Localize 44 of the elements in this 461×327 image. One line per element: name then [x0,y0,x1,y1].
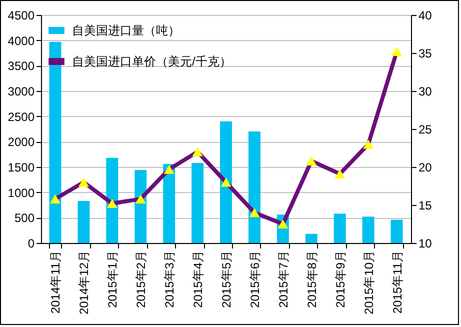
y-tick-label: 1000 [8,186,35,200]
bar [163,164,176,243]
bar [334,214,346,243]
x-tick-label: 2014年11月 [48,250,63,314]
x-tick-label: 2015年1月 [106,250,120,308]
x-tick-label: 2015年6月 [248,250,262,308]
bar [248,132,260,243]
bar [220,121,232,243]
y-tick-label: 2500 [8,110,35,124]
x-tick-label: 2015年11月 [390,250,404,314]
bar [192,162,204,243]
bar [78,200,90,243]
y-tick-label: 1500 [8,160,35,174]
bar [134,170,147,243]
y2-tick-label: 20 [418,160,432,174]
x-tick-label: 2015年5月 [220,250,234,308]
bar [362,216,374,243]
bar [305,234,318,243]
y2-tick-label: 35 [418,46,432,60]
x-tick-label: 2015年9月 [333,250,348,308]
x-tick-label: 2015年4月 [191,250,206,308]
legend-label: 自美国进口单价（美元/千克） [72,54,232,68]
bar [106,158,118,243]
legend-label: 自美国进口量（吨） [72,24,180,38]
y2-tick-label: 40 [418,8,432,22]
y-tick-label: 0 [28,236,35,250]
y-tick-label: 3500 [8,59,35,74]
x-tick-label: 2015年3月 [162,250,177,308]
bar [49,42,62,243]
y-tick-label: 4000 [8,34,35,48]
bar [390,220,403,243]
y-tick-label: 4500 [8,8,35,22]
x-tick-label: 2015年7月 [276,250,290,308]
y-tick-label: 2000 [8,135,35,150]
x-tick-label: 2015年8月 [304,250,319,308]
x-tick-label: 2015年2月 [134,250,148,308]
x-tick-label: 2015年10月 [362,250,376,315]
y2-tick-label: 25 [418,122,432,136]
y-tick-label: 3000 [8,84,35,98]
x-tick-label: 2014年12月 [77,250,92,315]
y2-tick-label: 10 [418,236,432,250]
y-tick-label: 500 [14,211,35,226]
y2-tick-label: 30 [418,84,432,98]
y2-tick-label: 15 [418,198,432,212]
